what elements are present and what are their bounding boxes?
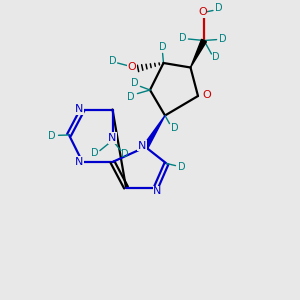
Text: N: N <box>153 186 162 196</box>
Text: O: O <box>202 89 211 100</box>
Text: D: D <box>127 92 134 102</box>
Text: O: O <box>128 62 136 72</box>
Text: D: D <box>109 56 116 67</box>
Text: N: N <box>75 104 83 115</box>
Text: N: N <box>75 157 83 167</box>
Text: D: D <box>121 148 129 159</box>
Text: D: D <box>159 42 167 52</box>
Text: O: O <box>198 7 207 17</box>
Text: D: D <box>219 34 226 44</box>
Text: D: D <box>130 78 138 88</box>
Text: D: D <box>212 52 220 62</box>
Text: D: D <box>178 161 185 172</box>
Text: D: D <box>214 3 222 14</box>
Text: D: D <box>91 148 99 158</box>
Polygon shape <box>190 39 206 68</box>
Text: N: N <box>108 133 117 143</box>
Polygon shape <box>143 116 165 148</box>
Text: D: D <box>48 130 56 141</box>
Text: D: D <box>178 33 186 43</box>
Text: N: N <box>138 140 146 151</box>
Text: D: D <box>171 123 178 134</box>
